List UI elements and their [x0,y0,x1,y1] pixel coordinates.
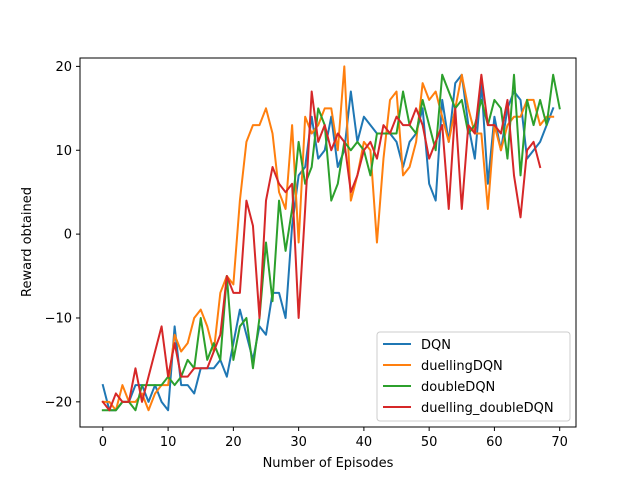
x-tick-label: 10 [160,435,177,450]
y-axis-ticks: −20 −10 0 10 20 [45,60,80,410]
x-axis-label: Number of Episodes [263,456,394,471]
legend-box [376,331,571,422]
x-tick-label: 60 [486,435,503,450]
y-tick-label: 10 [55,144,72,159]
x-tick-label: 50 [421,435,438,450]
y-tick-label: −10 [45,311,72,326]
x-tick-label: 70 [551,435,568,450]
legend-label-doubledqn: doubleDQN [421,380,495,395]
series-line-doubledqn [101,73,561,412]
x-tick-label: 20 [225,435,242,450]
series-line-duelling-doubledqn [101,73,542,412]
y-tick-label: 20 [55,60,72,75]
legend-label-dqn: DQN [421,338,451,353]
legend-label-duellingdqn: duellingDQN [421,359,503,374]
x-tick-label: 30 [290,435,307,450]
axes-frame [79,57,577,428]
legend: DQN duellingDQN doubleDQN duelling_doubl… [376,331,571,422]
y-axis-label: Reward obtained [20,187,35,297]
y-tick-label: −20 [45,395,72,410]
x-axis-ticks: 0 10 20 30 40 50 60 70 [99,427,568,450]
x-tick-label: 40 [356,435,373,450]
x-tick-label: 0 [99,435,107,450]
y-tick-label: 0 [64,228,72,243]
plot-lines [101,65,561,412]
legend-label-duelling-doubledqn: duelling_doubleDQN [421,401,554,416]
series-line-duellingdqn [101,65,555,412]
